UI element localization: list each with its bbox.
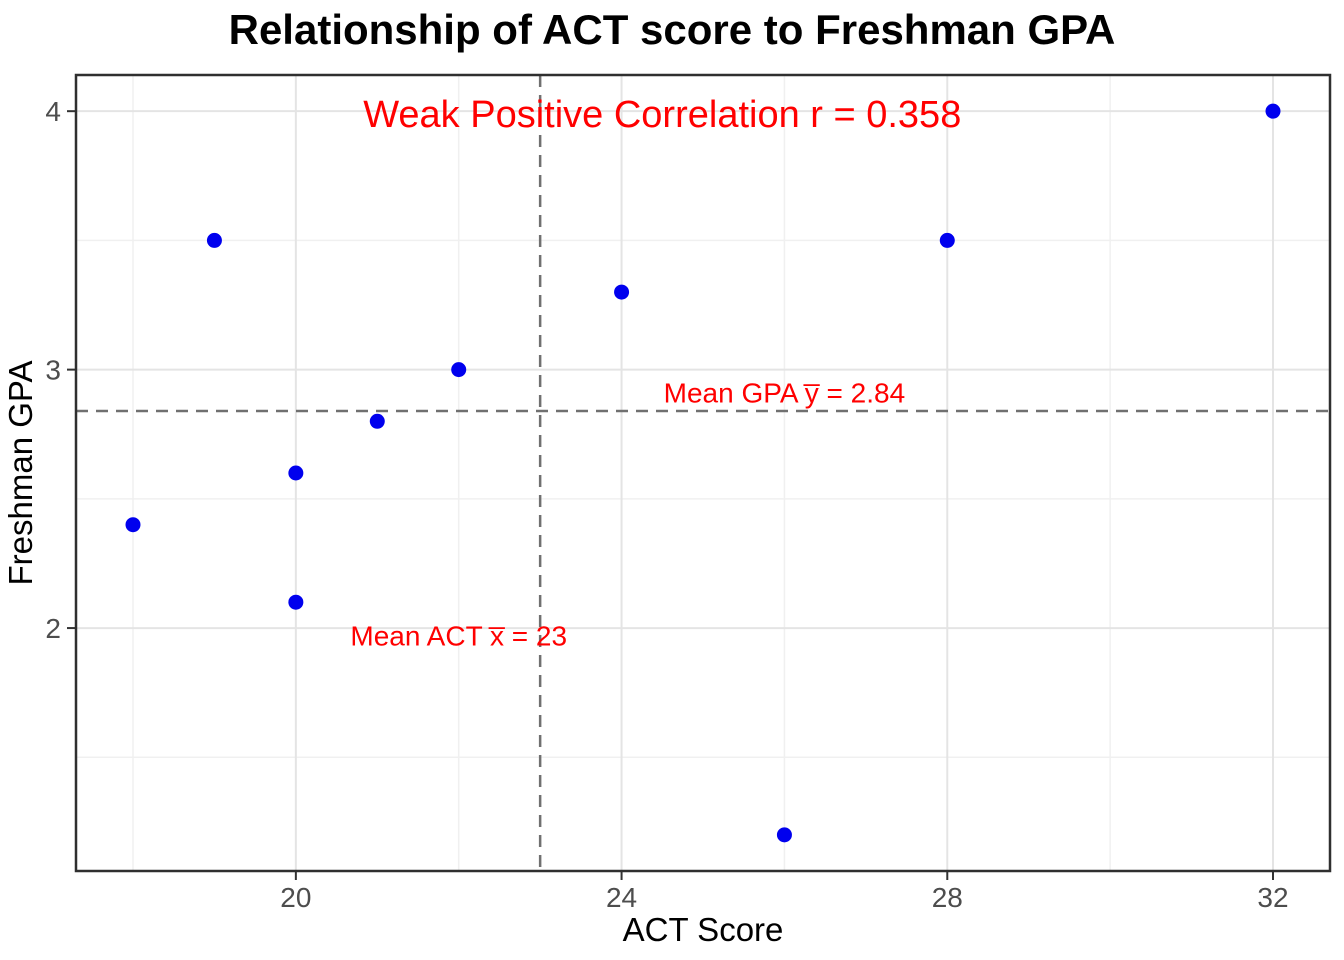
- axis-tick-marks: [67, 110, 1274, 880]
- mean-reference-lines: [76, 75, 1330, 871]
- y-tick-label: 4: [45, 96, 61, 127]
- data-point: [1265, 103, 1281, 119]
- data-point: [776, 827, 792, 843]
- data-point: [939, 232, 955, 248]
- x-tick-label: 20: [280, 882, 311, 913]
- x-tick-label: 32: [1257, 882, 1288, 913]
- data-point: [288, 594, 304, 610]
- data-point: [451, 362, 467, 378]
- data-point: [369, 413, 385, 429]
- data-point: [206, 232, 222, 248]
- x-tick-label: 24: [606, 882, 637, 913]
- data-point: [125, 517, 141, 533]
- mean-act-annotation: Mean ACT x̅ = 23: [350, 621, 567, 652]
- minor-gridlines: [76, 75, 1330, 871]
- y-tick-label: 2: [45, 613, 61, 644]
- x-tick-label: 28: [932, 882, 963, 913]
- data-points: [125, 103, 1281, 843]
- axis-tick-labels: 20 24 28 32 2 3 4: [45, 96, 1288, 913]
- major-gridlines: [76, 75, 1330, 871]
- data-point: [614, 284, 630, 300]
- panel-border: [74, 73, 1332, 873]
- data-point: [288, 465, 304, 481]
- y-tick-label: 3: [45, 355, 61, 386]
- mean-gpa-annotation: Mean GPA y̅ = 2.84: [664, 378, 906, 409]
- x-axis-title: ACT Score: [623, 911, 784, 948]
- chart-title: Relationship of ACT score to Freshman GP…: [229, 6, 1116, 53]
- y-axis-title: Freshman GPA: [2, 361, 39, 586]
- correlation-annotation: Weak Positive Correlation r = 0.358: [363, 94, 961, 136]
